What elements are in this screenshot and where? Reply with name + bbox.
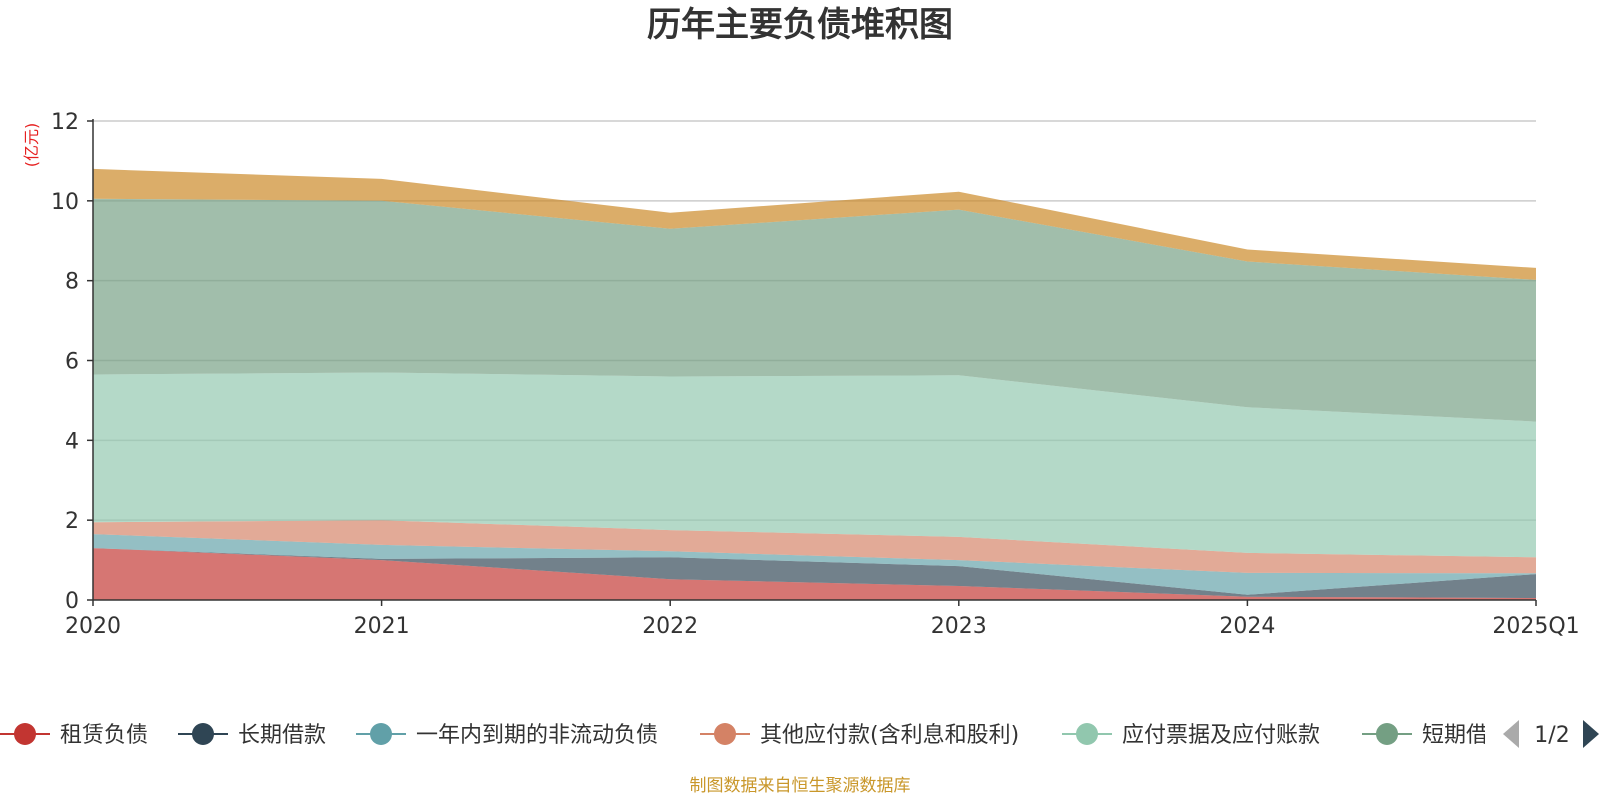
legend-marker-icon [714,723,736,745]
chart-title: 历年主要负债堆积图 [647,5,953,45]
y-tick-label: 2 [65,509,79,534]
legend-item[interactable]: 其他应付款(含利息和股利) [700,723,1019,748]
legend-marker-icon [370,723,392,745]
x-tick-label: 2020 [65,614,121,639]
legend-label: 短期借 [1422,723,1488,748]
y-tick-label: 12 [51,110,79,135]
legend-label: 应付票据及应付账款 [1122,723,1320,748]
source-note: 制图数据来自恒生聚源数据库 [690,776,911,796]
legend-prev-page-icon[interactable] [1503,720,1519,748]
legend-item[interactable]: 长期借款 [178,723,326,748]
legend-label: 一年内到期的非流动负债 [416,723,658,748]
x-tick-label: 2021 [354,614,410,639]
area-series-0 [93,548,1536,600]
legend-label: 长期借款 [238,723,326,748]
y-tick-label: 8 [65,270,79,295]
legend-label: 租赁负债 [60,723,148,748]
y-axis-unit: (亿元) [22,123,41,168]
y-tick-label: 0 [65,589,79,614]
legend-next-page-icon[interactable] [1583,720,1599,748]
area-series-1 [93,548,1536,598]
legend-label: 其他应付款(含利息和股利) [760,723,1019,748]
stacked-areas [93,168,1536,600]
area-series-2 [93,534,1536,595]
legend-marker-icon [192,723,214,745]
x-tick-label: 2023 [931,614,987,639]
axes: 0 2 4 6 8 10 12 2020 2021 2022 2023 2024 2025Q1 [51,110,1580,639]
legend: 租赁负债 长期借款 一年内到期的非流动负债 其他应付款(含利息和股利) 应付票据及应付账… [0,712,1600,756]
legend-page-indicator: 1/2 [1534,723,1569,748]
area-series-3 [93,520,1536,574]
x-tick-label: 2022 [642,614,698,639]
y-tick-label: 10 [51,190,79,215]
legend-item[interactable]: 一年内到期的非流动负债 [356,723,658,748]
area-series-5 [93,198,1536,422]
legend-item[interactable]: 租赁负债 [0,723,148,748]
y-tick-label: 6 [65,350,79,375]
legend-marker-icon [1076,723,1098,745]
legend-marker-icon [14,723,36,745]
y-tick-label: 4 [65,429,79,454]
legend-item[interactable]: 短期借 [1362,723,1488,748]
area-series-4 [93,372,1536,558]
x-tick-label: 2025Q1 [1492,614,1579,639]
legend-item[interactable]: 应付票据及应付账款 [1062,723,1320,748]
x-tick-label: 2024 [1219,614,1275,639]
area-series-6 [93,168,1536,280]
legend-marker-icon [1376,723,1398,745]
